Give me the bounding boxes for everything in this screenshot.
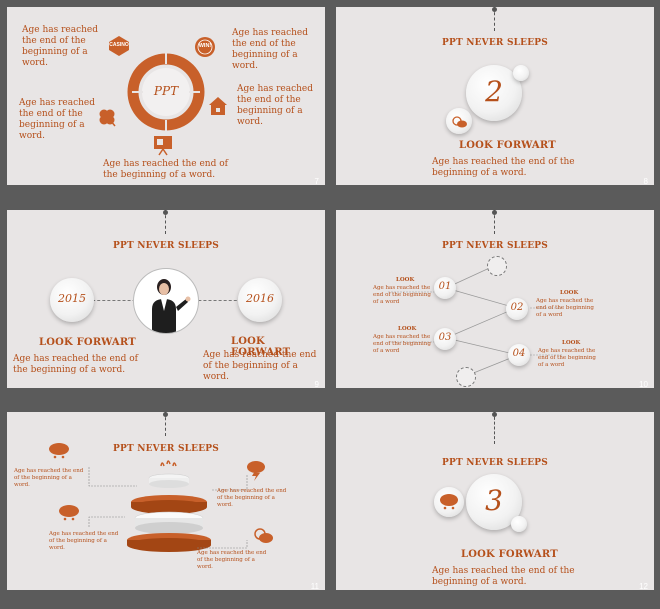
slide-11[interactable]: PPT NEVER SLEEPS Age has reached the end… — [7, 412, 325, 590]
text-top-right: Age has reached the end of the beginning… — [232, 28, 308, 72]
step-1-heading: LOOK — [396, 277, 414, 284]
house-icon — [208, 96, 228, 116]
slide-number: 8 — [644, 177, 648, 185]
top-node — [487, 256, 507, 276]
win-badge-icon: WIN! — [194, 36, 216, 58]
text-right: Age has reached the end of the beginning… — [203, 350, 323, 383]
step-label: 04 — [508, 348, 530, 359]
big-number: 2 — [466, 75, 522, 108]
step-2-text: Age has reached the end of the beginning… — [536, 298, 596, 319]
win-label: WIN! — [194, 43, 216, 49]
casino-label: CASINO — [107, 42, 131, 48]
slide-8[interactable]: PPT NEVER SLEEPS 2 LOOK FORWART Age has … — [336, 7, 654, 185]
snow-cloud-icon — [57, 502, 81, 526]
step-4-heading: LOOK — [562, 340, 580, 347]
slide-number: 12 — [639, 582, 648, 590]
slide-number: 11 — [311, 582, 319, 590]
text-2: Age has reached the end of the beginning… — [217, 488, 292, 509]
step-3-heading: LOOK — [398, 326, 416, 333]
hanging-dot — [492, 7, 497, 12]
hanging-dot — [492, 412, 497, 417]
slide-number: 7 — [315, 177, 319, 185]
slide-number: 9 — [315, 380, 319, 388]
snow-cloud-icon — [438, 492, 460, 512]
storm-cloud-icon — [245, 459, 267, 485]
text-mid-left: Age has reached the end of the beginning… — [19, 98, 95, 142]
bottom-node — [456, 367, 476, 387]
step-3-text: Age has reached the end of the beginning… — [373, 334, 433, 355]
step-label: 02 — [506, 302, 528, 313]
heading: LOOK FORWART — [461, 549, 558, 560]
sun-cloud-icon — [251, 525, 275, 549]
businesswoman-photo — [134, 269, 198, 333]
text-left: Age has reached the end of the beginning… — [13, 354, 141, 376]
casino-badge-icon: CASINO — [107, 36, 131, 56]
center-label: PPT — [121, 84, 211, 98]
text-top-left: Age has reached the end of the beginning… — [22, 25, 98, 69]
slide-9[interactable]: PPT NEVER SLEEPS 2015 2016 LOOK FORWART … — [7, 210, 325, 388]
slide-number: 10 — [639, 380, 648, 388]
presentation-board-icon — [152, 134, 174, 156]
step-2-heading: LOOK — [560, 290, 578, 297]
text-bottom: Age has reached the end of the beginning… — [103, 159, 243, 181]
slide-10[interactable]: PPT NEVER SLEEPS 01 02 03 04 LOOK Age ha… — [336, 210, 654, 388]
slide-7[interactable]: PPT CASINO WIN! Age has reached the end … — [7, 7, 325, 185]
text-1: Age has reached the end of the beginning… — [14, 468, 89, 489]
weather-disc — [434, 487, 464, 517]
step-disc-3: 03 — [434, 328, 456, 350]
big-number: 3 — [466, 484, 522, 517]
snow-cloud-icon — [47, 440, 71, 464]
step-disc-1: 01 — [434, 277, 456, 299]
text-mid-right: Age has reached the end of the beginning… — [237, 84, 313, 128]
step-1-text: Age has reached the end of the beginning… — [373, 285, 433, 306]
small-disc — [513, 65, 529, 81]
portrait-circle — [133, 268, 199, 334]
step-disc-2: 02 — [506, 298, 528, 320]
text-3: Age has reached the end of the beginning… — [49, 531, 124, 552]
body-text: Age has reached the end of the beginning… — [432, 566, 582, 588]
slide-title: PPT NEVER SLEEPS — [336, 38, 654, 48]
slide-title: PPT NEVER SLEEPS — [7, 241, 325, 251]
heading: LOOK FORWART — [459, 140, 556, 151]
year-right: 2016 — [238, 292, 282, 305]
text-4: Age has reached the end of the beginning… — [197, 550, 272, 571]
step-disc-4: 04 — [508, 344, 530, 366]
sun-cloud-icon — [450, 114, 468, 128]
step-label: 03 — [434, 332, 456, 343]
year-disc-right: 2016 — [238, 278, 282, 322]
small-disc — [511, 516, 527, 532]
clover-icon — [97, 107, 117, 127]
hanging-dot — [163, 210, 168, 215]
step-4-text: Age has reached the end of the beginning… — [538, 348, 598, 369]
year-left: 2015 — [50, 292, 94, 305]
weather-disc — [446, 108, 472, 134]
year-disc-left: 2015 — [50, 278, 94, 322]
heading-left: LOOK FORWART — [39, 337, 136, 348]
body-text: Age has reached the end of the beginning… — [432, 157, 582, 179]
step-label: 01 — [434, 281, 456, 292]
slide-12[interactable]: PPT NEVER SLEEPS 3 LOOK FORWART Age has … — [336, 412, 654, 590]
slide-title: PPT NEVER SLEEPS — [336, 458, 654, 468]
